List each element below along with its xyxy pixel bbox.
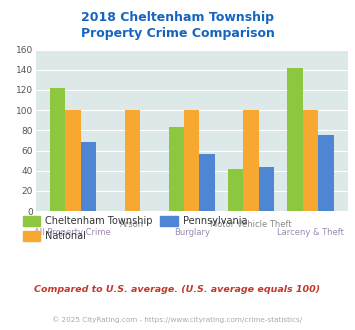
Bar (303, 110, 318, 211)
Bar (228, 169, 244, 211)
Text: All Property Crime: All Property Crime (34, 228, 111, 237)
Bar (184, 110, 200, 211)
Bar (50, 88, 65, 211)
Text: Motor Vehicle Theft: Motor Vehicle Theft (210, 220, 292, 229)
Text: © 2025 CityRating.com - https://www.cityrating.com/crime-statistics/: © 2025 CityRating.com - https://www.city… (53, 316, 302, 323)
Text: Larceny & Theft: Larceny & Theft (277, 228, 344, 237)
Text: 2018 Cheltenham Township
Property Crime Comparison: 2018 Cheltenham Township Property Crime … (81, 11, 274, 40)
Text: Arson: Arson (120, 220, 144, 229)
Bar (259, 167, 274, 211)
Bar (125, 110, 140, 211)
Text: Burglary: Burglary (174, 228, 210, 237)
Bar (65, 110, 81, 211)
Bar (318, 135, 334, 211)
Bar (169, 127, 184, 211)
Bar (244, 110, 259, 211)
Bar (287, 68, 303, 211)
Legend: Cheltenham Township, National, Pennsylvania: Cheltenham Township, National, Pennsylva… (23, 216, 247, 242)
Bar (200, 153, 215, 211)
Text: Compared to U.S. average. (U.S. average equals 100): Compared to U.S. average. (U.S. average … (34, 285, 321, 294)
Bar (81, 143, 96, 211)
